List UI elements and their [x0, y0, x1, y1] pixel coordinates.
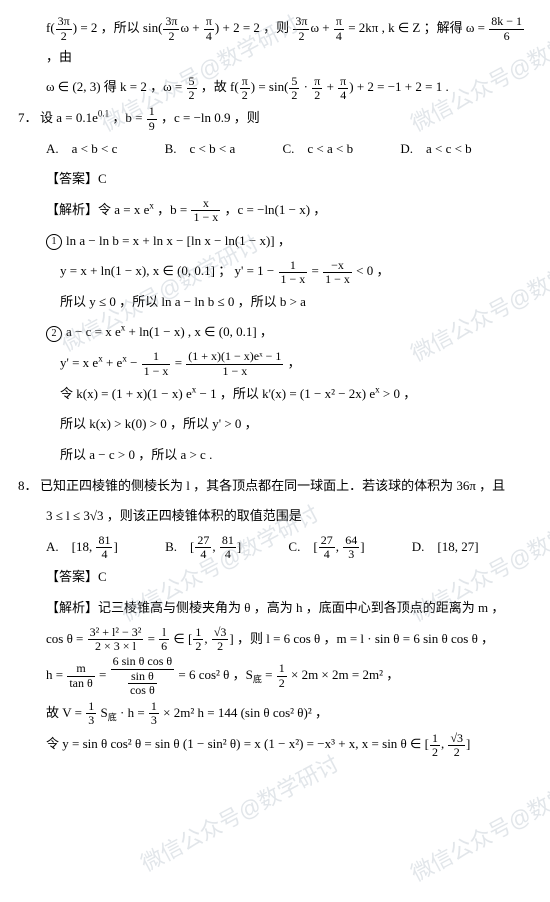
q8-stem-2: 3 ≤ l ≤ 3√3 ，则该正四棱锥体积的取值范围是 [18, 502, 532, 531]
q7-step-2c: 令 k(x) = (1 + x)(1 − x) ex − 1 ，所以 k'(x)… [18, 380, 532, 409]
pre-line-1: f(3π2) = 2 ，所以 sin(3π2ω + π4) + 2 = 2 ，则… [18, 14, 532, 71]
q8-number: 8． [18, 472, 40, 501]
watermark-text: 微信公众号@数学研讨 [132, 741, 349, 887]
q8-opt-a: A. [18, 814] [46, 533, 118, 562]
q7-step-2b: y' = x ex + ex − 11 − x = (1 + x)(1 − x)… [18, 349, 532, 378]
q7-opt-b: B. c < b < a [165, 135, 236, 164]
q8-line-3: 故 V = 13 S底 · h = 13 × 2m² h = 144 (sin … [18, 699, 532, 728]
q8-line-2: h = mtan θ = 6 sin θ cos θ sin θcos θ = … [18, 655, 532, 697]
q8-stem-1: 8．已知正四棱锥的侧棱长为 l ，其各顶点都在同一球面上．若该球的体积为 36π… [18, 472, 532, 501]
q7-analysis-head: 【解析】令 a = x ex ，b = x1 − x ，c = −ln(1 − … [18, 196, 532, 225]
q8-line-1: cos θ = 3² + l² − 3²2 × 3 × l = l6 ∈ [12… [18, 625, 532, 654]
q7-step-1c: 所以 y ≤ 0 ，所以 ln a − ln b ≤ 0 ，所以 b > a [18, 288, 532, 317]
q8-analysis-head: 【解析】记三棱锥高与侧棱夹角为 θ ，高为 h ，底面中心到各顶点的距离为 m … [18, 594, 532, 623]
q7-opt-d: D. a < c < b [400, 135, 471, 164]
q7-step-1: 1ln a − ln b = x + ln x − [ln x − ln(1 −… [18, 227, 532, 256]
q7-step-1b: y = x + ln(1 − x), x ∈ (0, 0.1] ； y' = 1… [18, 257, 532, 286]
q7-opt-a: A. a < b < c [46, 135, 117, 164]
circle-1-icon: 1 [46, 234, 62, 250]
q7-options: A. a < b < c B. c < b < a C. c < a < b D… [18, 135, 532, 164]
q7-step-2: 2a − c = x ex + ln(1 − x) , x ∈ (0, 0.1]… [18, 318, 532, 347]
q7-step-2d: 所以 k(x) > k(0) > 0 ，所以 y' > 0 ， [18, 410, 532, 439]
q8-opt-d: D. [18, 27] [412, 533, 479, 562]
q7-answer: 【答案】C [18, 165, 532, 194]
q8-answer: 【答案】C [18, 563, 532, 592]
circle-2-icon: 2 [46, 326, 62, 342]
q8-opt-c: C. [274, 643] [288, 533, 364, 562]
watermark-text: 微信公众号@数学研讨 [402, 751, 550, 897]
q7-step-2e: 所以 a − c > 0 ，所以 a > c . [18, 441, 532, 470]
q8-line-4: 令 y = sin θ cos² θ = sin θ (1 − sin² θ) … [18, 730, 532, 759]
q8-options: A. [18, 814] B. [274, 814] C. [274, 643]… [18, 533, 532, 562]
pre-line-2: ω ∈ (2, 3) 得 k = 2 ，ω = 52 ，故 f(π2) = si… [18, 73, 532, 102]
q7-stem: 7．设 a = 0.1e0.1 ，b = 19 ，c = −ln 0.9 ，则 [18, 104, 532, 133]
q7-opt-c: C. c < a < b [282, 135, 353, 164]
q7-number: 7． [18, 104, 40, 133]
q8-opt-b: B. [274, 814] [165, 533, 241, 562]
